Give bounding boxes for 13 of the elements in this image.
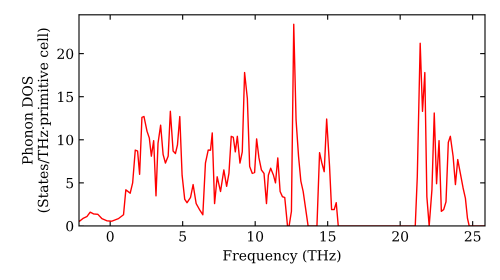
- y-tick-label: 5: [66, 178, 74, 188]
- x-tick-label: 5: [179, 231, 186, 242]
- y-tick-label: 15: [58, 92, 74, 102]
- y-tick-label: 10: [58, 134, 74, 146]
- x-tick-label: 25: [464, 231, 480, 242]
- y-axis-title: Phonon DOS (States/THz·primitive cell): [22, 28, 51, 212]
- y-tick-label: 0: [66, 220, 74, 232]
- x-tick-label: 15: [320, 231, 336, 242]
- y-tick-label: 20: [57, 48, 74, 60]
- x-tick-label: 20: [392, 231, 408, 242]
- x-axis-title: Frequency (THz): [223, 250, 340, 264]
- x-tick-label: 10: [248, 231, 264, 242]
- x-tick-label: 0: [106, 231, 114, 242]
